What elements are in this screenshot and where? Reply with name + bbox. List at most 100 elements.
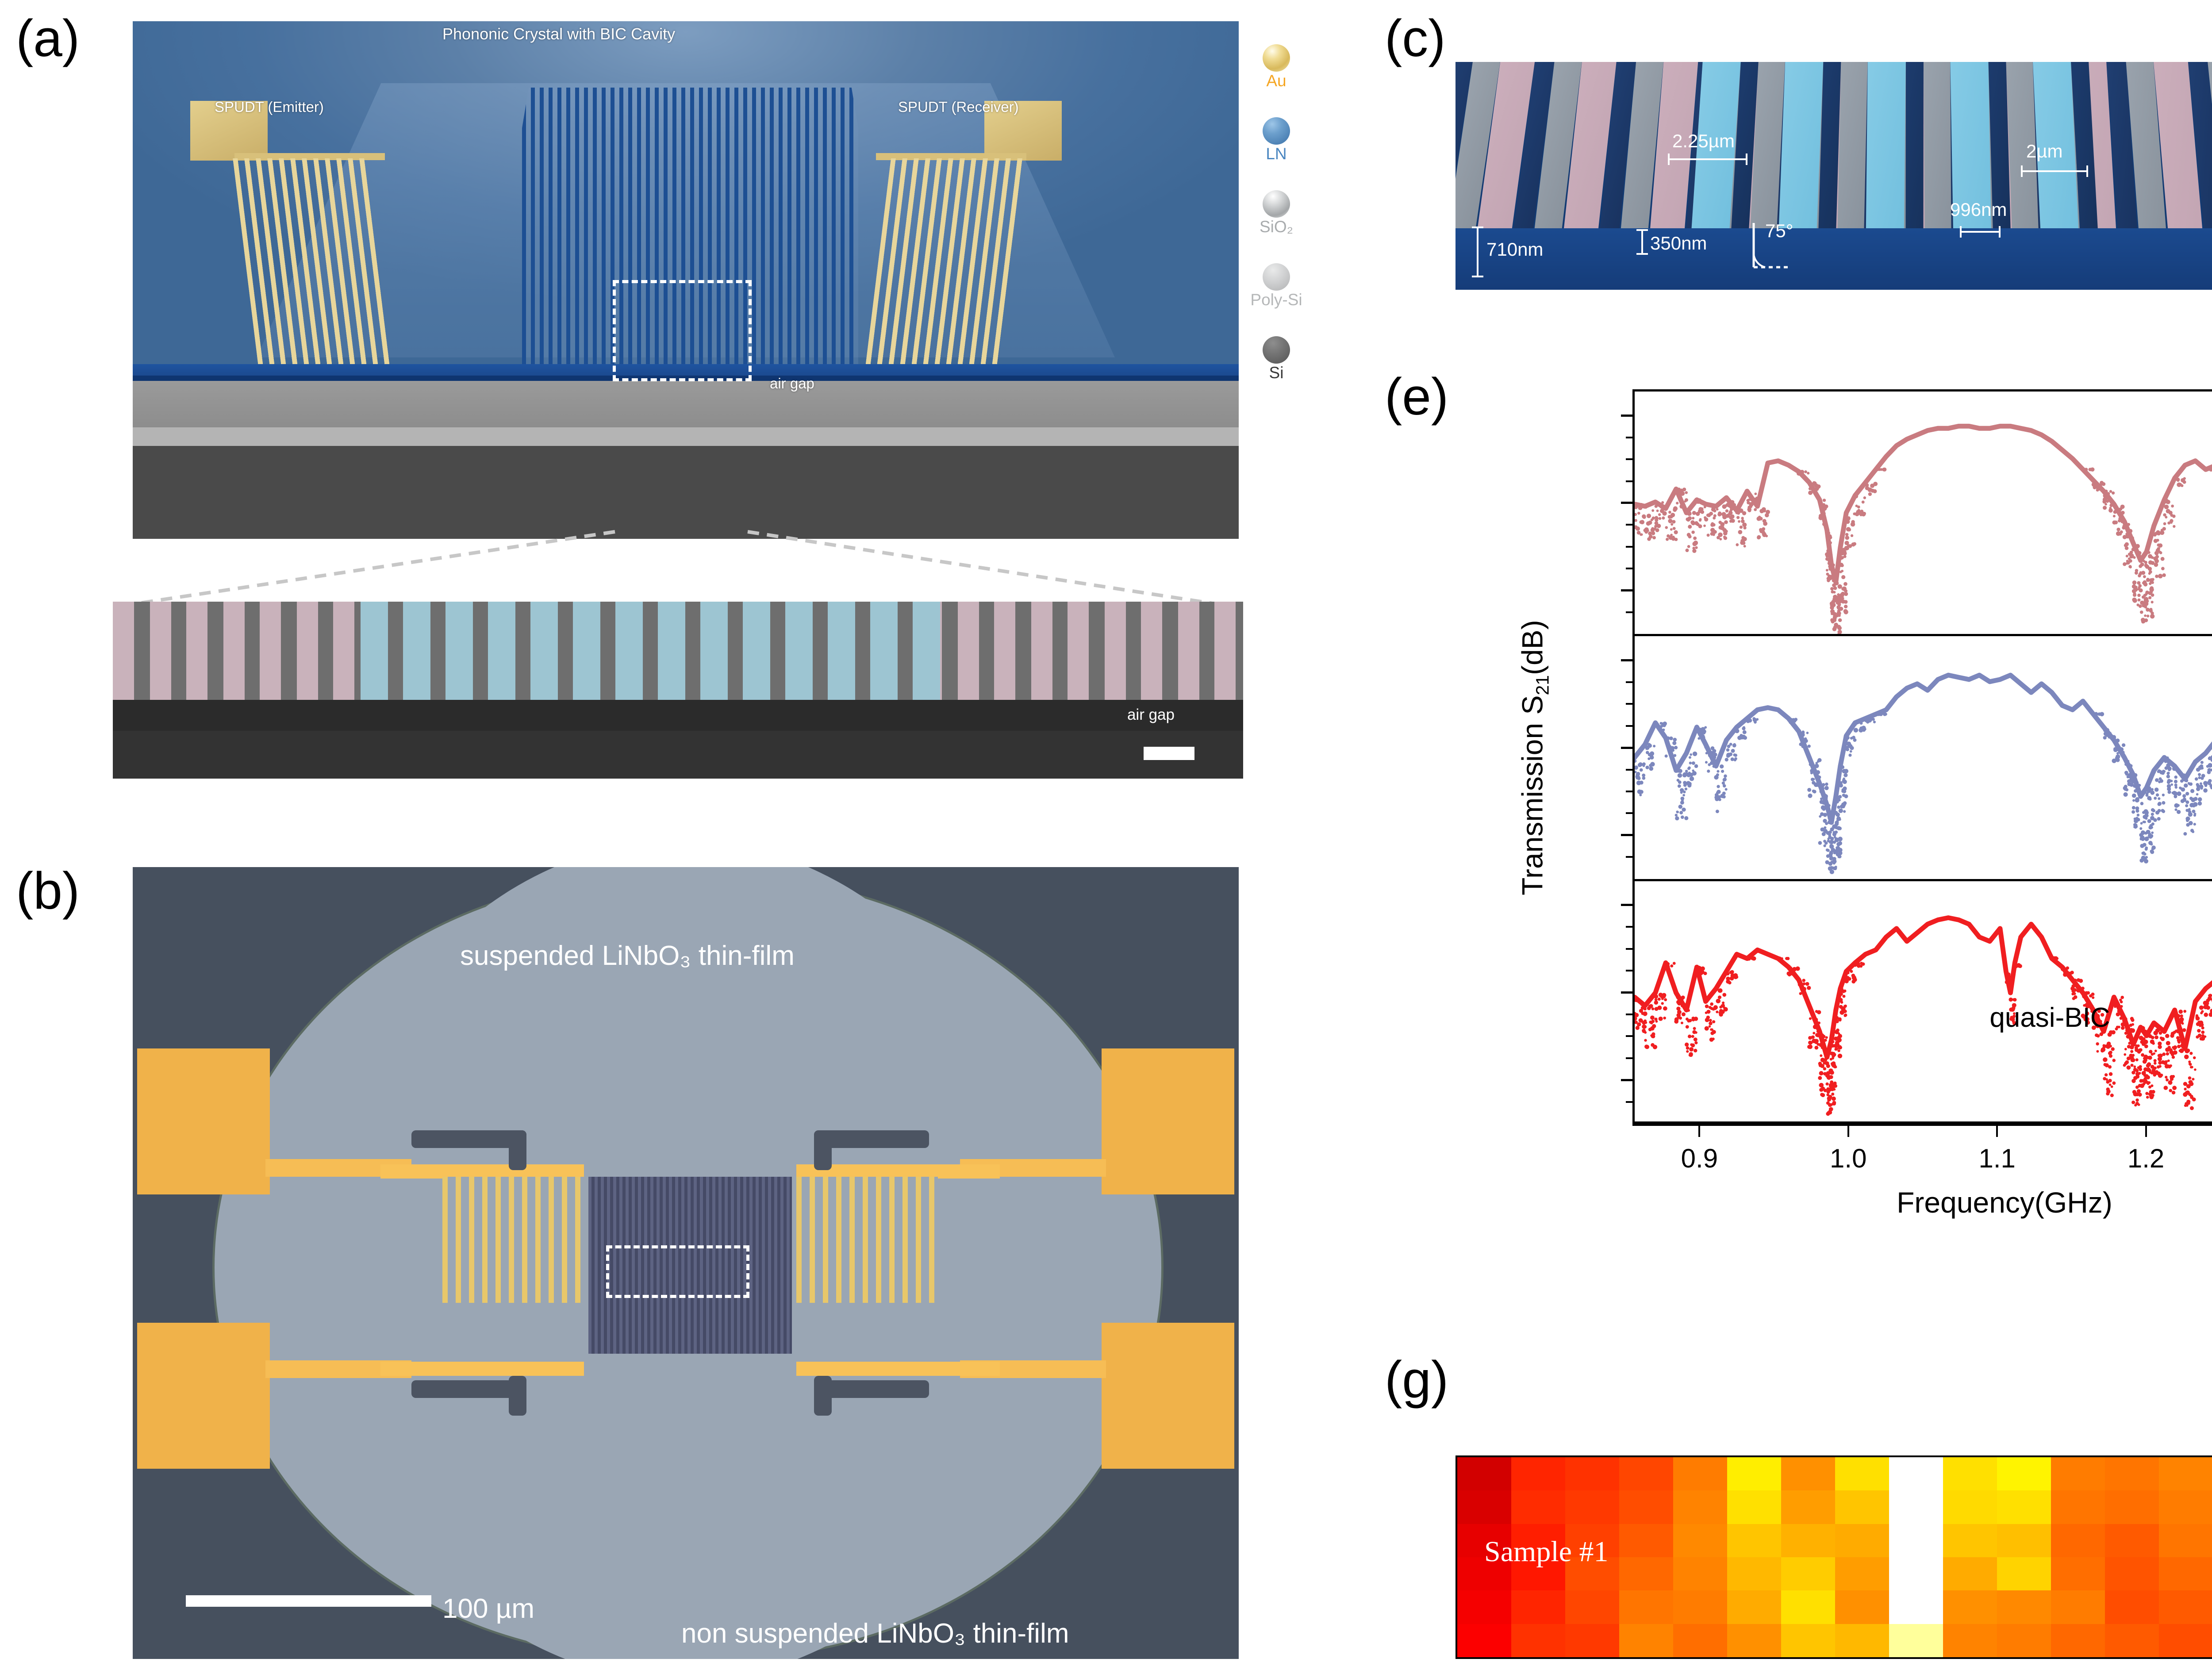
spudt-receiver — [865, 101, 1062, 375]
x-tick-label: 0.9 — [1681, 1144, 1718, 1173]
heatmap-cell — [2051, 1590, 2105, 1624]
schematic-air-gap-label: air gap — [770, 375, 814, 392]
heatmap-cell — [2051, 1457, 2105, 1491]
panel-label-e: (e) — [1385, 368, 1449, 426]
heatmap-cell — [1889, 1557, 1943, 1591]
heatmap-cell — [1619, 1490, 1673, 1524]
heatmap-cell — [1511, 1490, 1565, 1524]
x-tick-label: 1.2 — [2127, 1144, 2165, 1173]
heatmap-cell — [1781, 1457, 1835, 1491]
heatmap-cell — [1727, 1557, 1781, 1591]
bond-pad-bottom-right — [1102, 1323, 1234, 1469]
sio2-sphere-icon — [1263, 190, 1290, 218]
heatmap-cell — [1619, 1524, 1673, 1557]
heatmap-cell — [1565, 1557, 1619, 1591]
heatmap-cell — [1997, 1590, 2051, 1624]
heatmap-cell — [1835, 1490, 1889, 1524]
y-minor-tick — [1626, 681, 1632, 683]
bond-pad-bottom-left — [137, 1323, 270, 1469]
polysi-layer — [133, 427, 1239, 446]
y-tick — [1621, 1079, 1632, 1081]
heatmap-cell — [1781, 1557, 1835, 1591]
anchor-bottom-left-stem — [509, 1376, 526, 1416]
heatmap-cell — [2105, 1490, 2159, 1524]
heatmap-cell — [1889, 1590, 1943, 1624]
heatmap-cell — [1619, 1590, 1673, 1624]
legend-label-ln: LN — [1266, 145, 1287, 163]
spectrum-subplot — [1632, 879, 2212, 1124]
emitter-pad — [190, 101, 268, 161]
y-minor-tick — [1626, 1101, 1632, 1103]
panel-label-g: (g) — [1385, 1351, 1449, 1409]
dim-c-width-arrow — [2021, 165, 2088, 177]
heatmap-cell — [1457, 1490, 1511, 1524]
heatmap-cell — [1943, 1490, 1997, 1524]
heatmap-cell — [1457, 1457, 1511, 1491]
phononic-crystal-region — [588, 1177, 792, 1354]
dim-c-sidewall: 75° — [1765, 220, 1793, 241]
heatmap-cell — [1457, 1624, 1511, 1657]
sem-scale-bar-icon — [1144, 747, 1194, 760]
micrograph-scale-label: 100 µm — [442, 1593, 535, 1624]
y-minor-tick — [1626, 948, 1632, 950]
legend-item-au: Au — [1243, 44, 1310, 89]
schematic-title: Phononic Crystal with BIC Cavity — [442, 25, 676, 43]
y-tick — [1621, 659, 1632, 662]
anchor-top-left-stem — [509, 1130, 526, 1170]
bond-pad-top-right — [1102, 1048, 1234, 1194]
heatmap-cell — [1511, 1457, 1565, 1491]
x-tick — [1996, 1124, 1998, 1137]
heatmap-cell — [1727, 1490, 1781, 1524]
idt-emitter-fingers — [442, 1177, 584, 1303]
heatmap-cell — [2159, 1457, 2212, 1491]
heatmap-cell — [1727, 1524, 1781, 1557]
heatmap-cell — [1835, 1524, 1889, 1557]
y-tick — [1621, 991, 1632, 994]
y-minor-tick — [1626, 812, 1632, 814]
anchor-top-right — [814, 1130, 929, 1148]
dim-c-angle-icon — [1752, 223, 1788, 269]
ln-layer — [133, 364, 1239, 376]
y-tick — [1621, 414, 1632, 417]
heatmap-cell — [1511, 1524, 1565, 1557]
busbar-bottom-right — [796, 1362, 1000, 1376]
y-minor-tick — [1626, 436, 1632, 438]
legend-item-ln: LN — [1243, 117, 1310, 162]
x-tick — [2145, 1124, 2147, 1137]
heatmap-cell — [1943, 1590, 1997, 1624]
sio2-layer — [133, 381, 1239, 427]
sem-tilted-sample1: 2.25µm 2µm 996nm 710nm 350nm 75° — [1455, 62, 2212, 290]
spectrum-subplot — [1632, 389, 2212, 634]
receiver-idt-fingers — [865, 158, 1024, 366]
polysi-sphere-icon — [1263, 263, 1290, 291]
spectrum-noise-points — [1635, 956, 2212, 1116]
heatmap-cell — [1727, 1590, 1781, 1624]
spectrum-noise-points — [1635, 467, 2212, 634]
heatmap-cell — [1727, 1624, 1781, 1657]
spectrum-trace-svg — [1635, 672, 2212, 875]
y-minor-tick — [1626, 1013, 1632, 1015]
heatmap-cell — [2051, 1490, 2105, 1524]
si-substrate-layer — [133, 446, 1239, 539]
schematic-device-3d: Phononic Crystal with BIC Cavity SPUDT (… — [133, 21, 1239, 539]
y-minor-tick — [1626, 970, 1632, 972]
y-minor-tick — [1626, 480, 1632, 482]
receiver-label: SPUDT (Receiver) — [898, 99, 1019, 115]
panel-label-b: (b) — [16, 862, 80, 920]
heatmap-cell — [1835, 1457, 1889, 1491]
heatmap-cell — [1457, 1524, 1511, 1557]
heatmap-cell — [1457, 1557, 1511, 1591]
x-tick — [1847, 1124, 1849, 1137]
y-minor-tick — [1626, 791, 1632, 793]
spectrum-noise-points — [1635, 712, 2212, 875]
heatmap-cell — [1943, 1624, 1997, 1657]
heatmap-cell — [1565, 1490, 1619, 1524]
heatmap-cell — [2105, 1524, 2159, 1557]
ln-sphere-icon — [1263, 117, 1290, 145]
material-legend: Au LN SiO₂ Poly-Si Si — [1243, 44, 1349, 487]
heatmap-cell — [2159, 1557, 2212, 1591]
busbar-top-left — [380, 1164, 584, 1179]
heatmap-cell — [2159, 1624, 2212, 1657]
y-minor-tick — [1626, 856, 1632, 858]
si-sphere-icon — [1263, 336, 1290, 364]
